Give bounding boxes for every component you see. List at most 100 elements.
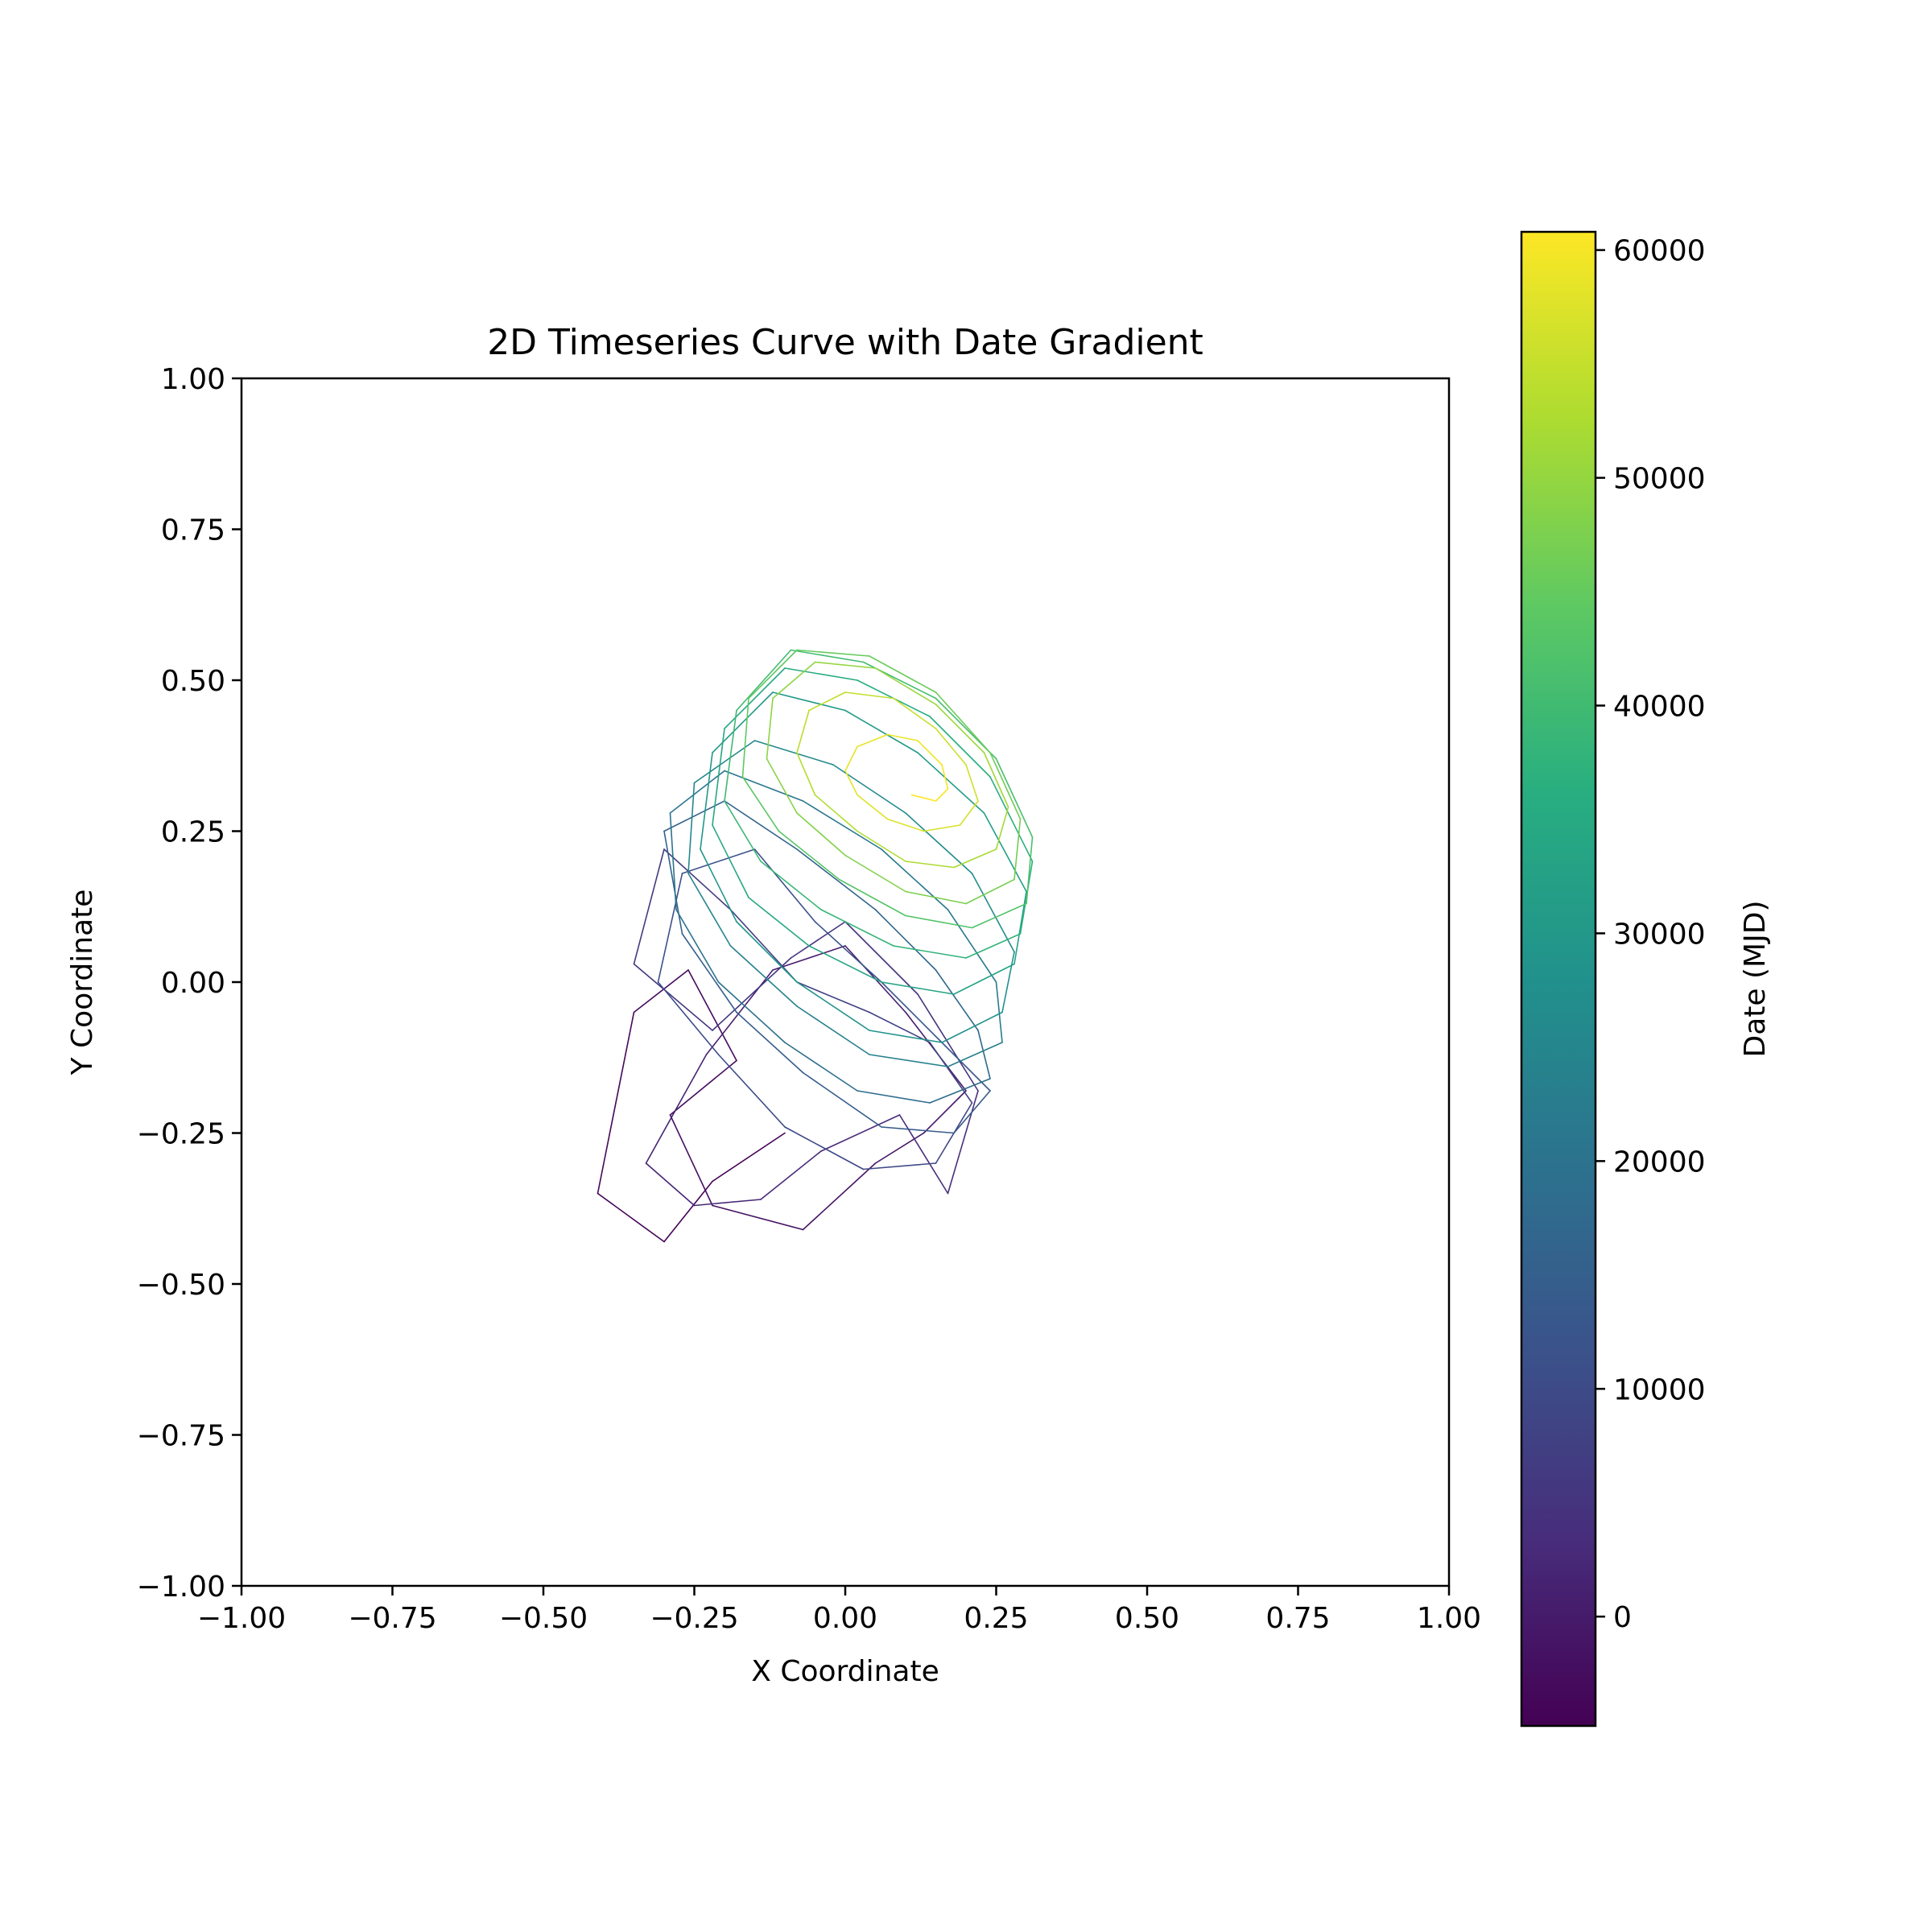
curve-segment [766, 758, 798, 814]
timeseries-curve [597, 649, 1034, 1243]
curve-segment [947, 909, 997, 983]
curve-segment [941, 764, 949, 790]
y-tick-label: −0.25 [137, 1118, 225, 1151]
y-tick-label: −1.00 [137, 1571, 225, 1604]
curve-segment [941, 1011, 1003, 1043]
curve-segment [784, 667, 858, 681]
curve-segment [736, 921, 798, 983]
y-axis: −1.00 −0.75 −0.50 −0.25 0.00 0.25 0.50 0.75 1.00 [137, 363, 242, 1604]
curve-segment [772, 945, 846, 971]
curve-segment [796, 1005, 870, 1055]
curve-segment [790, 649, 865, 663]
curve-segment [724, 709, 737, 802]
curve-segment [844, 770, 858, 796]
curve-segment [748, 897, 810, 947]
curve-segment [857, 794, 889, 820]
curve-segment [693, 1199, 762, 1207]
curve-segment [1001, 951, 1015, 1013]
curve-segment [741, 776, 780, 832]
curve-segment [917, 993, 979, 1092]
colorbar-tick-label: 60000 [1613, 235, 1706, 268]
curve-segment [796, 981, 870, 1013]
curve-segment [869, 655, 937, 693]
curve-segment [669, 1114, 713, 1207]
curve-segment [844, 691, 894, 700]
curve-segment [1026, 836, 1034, 905]
curve-segment [753, 848, 816, 923]
curve-segment [857, 733, 889, 748]
colorbar-tick-label: 20000 [1613, 1146, 1706, 1179]
y-tick-label: 0.00 [161, 967, 225, 1000]
curve-segment [657, 873, 683, 983]
colorbar-axis: 0 10000 20000 30000 40000 50000 60000 [1596, 235, 1706, 1634]
curve-segment [989, 776, 1034, 862]
curve-segment [712, 824, 749, 898]
curve-segment [935, 969, 979, 1031]
curve-segment [935, 691, 991, 753]
curve-segment [700, 848, 737, 923]
curve-segment [971, 873, 1015, 953]
curve-segment [874, 909, 937, 971]
curve-segment [923, 824, 961, 832]
curve-segment [802, 800, 882, 850]
curve-segment [869, 1054, 949, 1067]
curve-segment [941, 1042, 991, 1092]
curve-segment [886, 733, 919, 741]
curve-segment [935, 704, 985, 753]
curve-segment [808, 691, 846, 712]
curve-segment [989, 752, 1022, 820]
x-tick-label: −1.00 [197, 1602, 286, 1635]
curve-segment [808, 945, 882, 983]
curve-segment [874, 1132, 925, 1164]
curve-segment [724, 770, 804, 802]
curve-segment [983, 812, 1027, 893]
curve-segment [862, 1162, 937, 1170]
curve-segment [844, 921, 919, 995]
curve-segment [965, 933, 1022, 959]
curve-segment [935, 728, 967, 766]
curve-segment [753, 740, 834, 766]
curve-segment [693, 740, 756, 784]
curve-segment [857, 830, 906, 862]
curve-segment [724, 800, 762, 862]
curve-segment [820, 1114, 901, 1152]
curve-segment [796, 848, 877, 910]
curve-segment [965, 764, 979, 802]
curve-segment [881, 981, 955, 995]
curve-segment [736, 1011, 804, 1074]
curve-segment [953, 1090, 991, 1134]
curve-segment [995, 806, 1009, 850]
curve-segment [712, 1132, 786, 1183]
curve-segment [995, 758, 1034, 838]
curve-segment [681, 933, 737, 1013]
curve-segment [814, 794, 858, 832]
curve-segment [869, 1030, 943, 1043]
curve-segment [910, 794, 937, 802]
curve-segment [905, 812, 973, 874]
colorbar-tick-label: 0 [1613, 1601, 1632, 1634]
curve-segment [645, 1054, 708, 1164]
curve-segment [802, 1162, 877, 1231]
x-tick-label: −0.50 [499, 1602, 588, 1635]
curve-segment [881, 981, 943, 1043]
colorbar [1520, 230, 1597, 1728]
curve-segment [844, 709, 919, 753]
curve-segment [953, 963, 1015, 995]
curve-segment [929, 716, 991, 778]
curve-segment [802, 1071, 882, 1128]
curve-segment [796, 981, 870, 1031]
curve-segment [760, 861, 822, 910]
curve-segment [645, 1162, 696, 1207]
x-tick-label: 0.25 [964, 1602, 1028, 1635]
y-tick-label: 1.00 [161, 363, 225, 396]
colorbar-tick-label: 40000 [1613, 690, 1706, 723]
curve-segment [917, 740, 943, 766]
y-tick-label: 0.50 [161, 665, 225, 698]
plot-frame [240, 377, 1451, 1587]
curve-segment [953, 848, 997, 869]
curve-segment [760, 1150, 822, 1200]
colorbar-label: Date (MJD) [1739, 901, 1772, 1058]
colorbar-tick-label: 10000 [1613, 1373, 1706, 1406]
curve-segment [869, 1011, 931, 1043]
curve-segment [959, 800, 979, 826]
